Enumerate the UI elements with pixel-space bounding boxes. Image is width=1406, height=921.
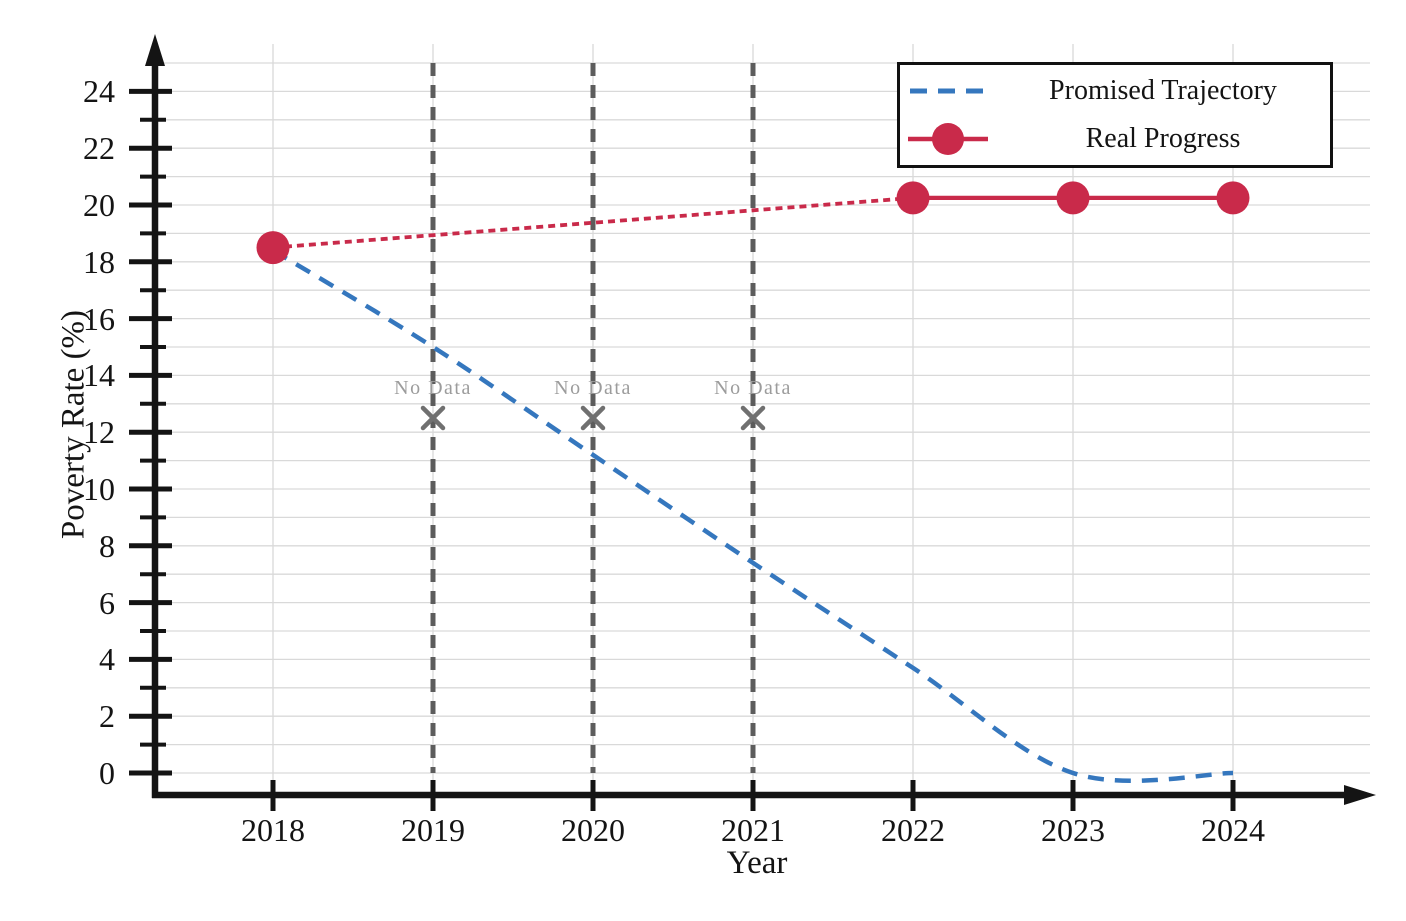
y-tick-label: 20: [83, 187, 115, 223]
real-progress-marker: [256, 231, 290, 265]
no-data-x-icon: [420, 405, 446, 431]
legend-label-real: Real Progress: [1085, 123, 1241, 154]
y-tick-label: 8: [99, 527, 115, 564]
y-tick-label: 14: [83, 357, 115, 394]
no-data-label: No Data: [554, 377, 632, 399]
legend: Promised Trajectory Real Progress: [897, 62, 1333, 168]
y-tick-label: 18: [83, 243, 115, 280]
legend-item-real: Real Progress: [900, 117, 1330, 161]
x-tick-label: 2020: [561, 812, 625, 848]
x-axis-arrow-icon: [1344, 785, 1376, 805]
legend-item-promised: Promised Trajectory: [900, 69, 1330, 113]
x-tick-label: 2023: [1041, 812, 1105, 848]
legend-label-promised: Promised Trajectory: [1049, 75, 1277, 106]
y-tick-label: 6: [99, 584, 115, 621]
x-tick-label: 2019: [401, 812, 465, 848]
real-progress-marker: [1056, 181, 1090, 215]
no-data-x-icon: [740, 405, 766, 431]
no-data-x-icon: [580, 405, 606, 431]
real-progress-dotted-gap: [272, 196, 914, 250]
y-tick-label: 2: [99, 698, 115, 735]
y-axis-arrow-icon: [145, 34, 165, 66]
real-progress-marker: [896, 181, 930, 215]
no-data-label: No Data: [394, 377, 472, 399]
marker-line-sample-icon: [900, 119, 996, 159]
promised-trajectory-line: [271, 248, 1234, 783]
x-tick-label: 2022: [881, 812, 945, 848]
x-axis-title: Year: [726, 845, 788, 881]
real-progress-marker: [1216, 181, 1250, 215]
y-tick-label: 16: [83, 300, 115, 337]
no-data-label: No Data: [714, 377, 792, 399]
y-tick-label: 12: [83, 414, 115, 451]
y-tick-label: 4: [99, 641, 115, 678]
y-tick-label: 0: [99, 755, 115, 791]
x-tick-label: 2024: [1201, 812, 1265, 848]
x-tick-label: 2018: [241, 812, 305, 848]
dashed-line-sample-icon: [900, 85, 996, 97]
x-tick-label: 2021: [721, 812, 785, 848]
y-tick-label: 22: [83, 130, 115, 167]
y-tick-label: 10: [83, 471, 115, 507]
y-tick-label: 24: [83, 73, 115, 110]
